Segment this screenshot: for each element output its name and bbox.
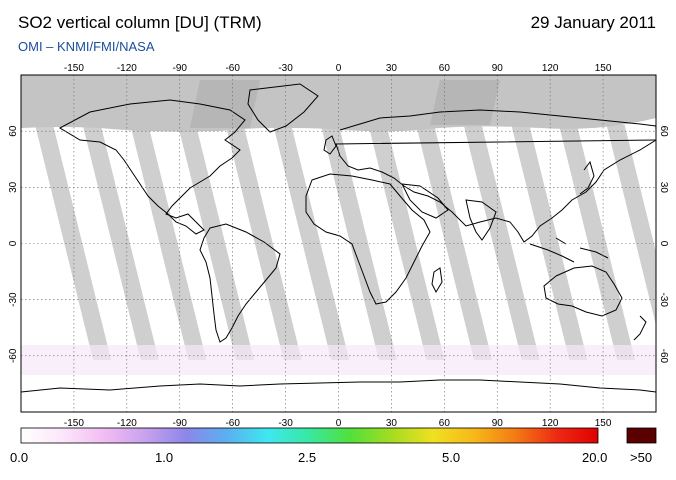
longitude-tick-bottom: 60 [439, 418, 451, 429]
latitude-tick-right: 30 [658, 182, 669, 194]
longitude-tick-bottom: 90 [492, 418, 504, 429]
latitude-tick-right: 60 [658, 126, 669, 138]
longitude-ticks: -150 -150 -120 -120 -90 -90 -60 -60 -30 -30 0 0 30 30… [64, 63, 612, 429]
colorbar-scale [20, 427, 599, 444]
longitude-tick-bottom: 150 [595, 418, 612, 429]
map-title: SO2 vertical column [DU] (TRM) [18, 13, 262, 32]
colorbar-label-3: 5.0 [442, 450, 461, 465]
colorbar-label-0: 0.0 [10, 450, 29, 465]
latitude-tick-right: -60 [658, 349, 669, 364]
colorbar-label-4: 20.0 [582, 450, 608, 465]
longitude-tick-bottom: -150 [64, 418, 84, 429]
greenland-outline [247, 83, 319, 133]
latitude-tick-left: 0 [8, 240, 19, 246]
map-frame [20, 74, 657, 413]
longitude-tick-bottom: -120 [117, 418, 137, 429]
latitude-tick-right: 0 [658, 241, 669, 247]
map-date: 29 January 2011 [530, 13, 656, 32]
longitude-tick-top: -150 [64, 63, 84, 74]
longitude-tick-top: -60 [225, 63, 240, 74]
longitude-tick-top: -30 [278, 63, 293, 74]
continents [21, 83, 656, 393]
longitude-tick-bottom: 120 [542, 418, 559, 429]
orbit-gap-band [273, 125, 350, 360]
japan-outline [579, 160, 595, 195]
orbit-gaps [35, 125, 656, 360]
longitude-tick-top: 0 [336, 63, 342, 74]
latitude-tick-left: 30 [8, 181, 19, 193]
orbit-gap-band [416, 125, 493, 360]
australia-outline [543, 265, 623, 317]
longitude-tick-bottom: -90 [173, 418, 188, 429]
colorbar-over-swatch [626, 427, 657, 444]
north-america-outline [58, 99, 246, 235]
longitude-tick-top: 120 [542, 63, 559, 74]
orbit-gap-band [130, 125, 207, 360]
longitude-tick-bottom: 0 [336, 418, 342, 429]
latitude-tick-left: -30 [8, 292, 19, 307]
longitude-tick-bottom: 30 [386, 418, 398, 429]
longitude-tick-top: 150 [595, 63, 612, 74]
new-zealand-outline [633, 315, 647, 341]
longitude-tick-top: -90 [173, 63, 188, 74]
data-source: OMI – KNMI/FMI/NASA [18, 39, 155, 54]
british-isles-outline [323, 135, 337, 155]
south-america-outline [199, 223, 281, 343]
antarctica-outline [21, 379, 656, 393]
madagascar-outline [431, 267, 443, 294]
eurasia-outline [335, 109, 656, 243]
longitude-tick-top: 90 [492, 63, 504, 74]
orbit-gap-band [82, 125, 159, 360]
africa-outline [305, 173, 431, 305]
longitude-tick-top: 60 [439, 63, 451, 74]
latitude-tick-left: -60 [8, 348, 19, 363]
arabia-outline [401, 183, 449, 219]
orbit-gap-band [606, 125, 656, 326]
polar-overlap [190, 80, 500, 128]
orbit-gap-band [558, 125, 635, 360]
longitude-tick-top: 30 [386, 63, 398, 74]
orbit-gap-band [225, 125, 302, 360]
colorbar-over-label: >50 [630, 450, 653, 465]
orbit-gap-band [35, 125, 112, 360]
colorbar-label-1: 1.0 [155, 450, 174, 465]
indonesia-outline [529, 237, 609, 263]
longitude-tick-bottom: -30 [278, 418, 293, 429]
longitude-tick-bottom: -60 [225, 418, 240, 429]
orbit-gap-band [463, 125, 540, 360]
longitude-tick-top: -120 [117, 63, 137, 74]
latitude-tick-right: -30 [658, 292, 669, 307]
orbit-gap-band [511, 125, 588, 360]
colorbar-label-2: 2.5 [298, 450, 317, 465]
india-outline [465, 199, 497, 241]
graticule [21, 75, 656, 412]
orbit-gap-band [320, 125, 397, 360]
latitude-ticks: 60 60 30 30 0 0 -30 -30 -60 -60 [8, 125, 669, 363]
latitude-tick-left: 60 [8, 125, 19, 137]
